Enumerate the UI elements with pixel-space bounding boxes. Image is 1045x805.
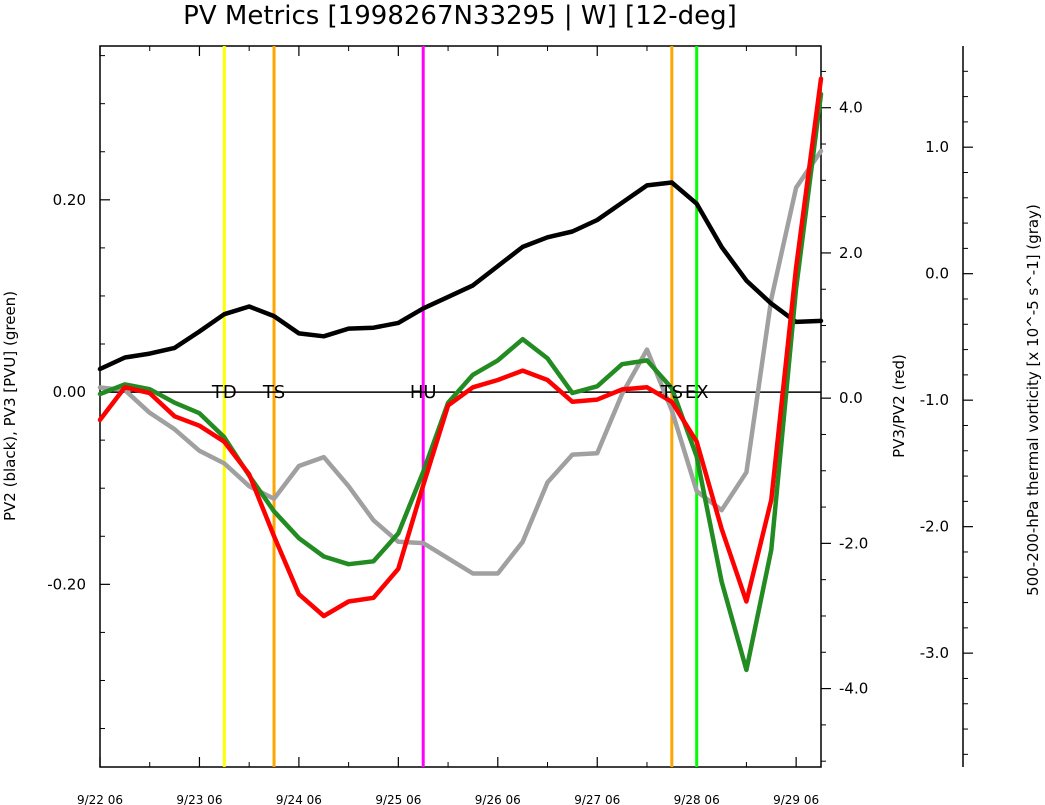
x-tick-label: 9/26 06 <box>475 793 521 805</box>
right-axis-2-label: 500-200-hPa thermal vorticity [x 10^-5 s… <box>1024 204 1042 596</box>
right-axis-1-tick-label: -2.0 <box>839 534 868 552</box>
right-axis-1-tick-label: 4.0 <box>839 99 863 117</box>
right-axis-2-tick-label: 0.0 <box>925 265 949 283</box>
right-axis-1-label: PV3/PV2 (red) <box>890 354 908 458</box>
chart-title: PV Metrics [1998267N33295 | W] [12-deg] <box>183 1 737 31</box>
right-axis-1-tick-label: 0.0 <box>839 389 863 407</box>
x-tick-label: 9/23 06 <box>176 793 222 805</box>
stage-marker-label: TD <box>211 382 237 403</box>
left-axis-tick-label: 0.20 <box>53 191 86 209</box>
thermal-vorticity-series-line <box>97 148 824 576</box>
x-tick-label: 9/29 06 <box>773 793 819 805</box>
right-axis-2-tick-label: -1.0 <box>920 391 949 409</box>
right-axis-2-tick-label: -3.0 <box>920 644 949 662</box>
left-axis-label: PV2 (black), PV3 [PVU] (green) <box>1 291 19 521</box>
plot-frame <box>99 45 822 768</box>
right-axis-1-tick-label: -4.0 <box>839 680 868 698</box>
stage-marker-label: EX <box>685 382 709 403</box>
left-axis-tick-label: -0.20 <box>47 575 86 593</box>
x-tick-label: 9/27 06 <box>574 793 620 805</box>
stage-marker-label: TS <box>660 382 683 403</box>
x-tick-label: 9/28 06 <box>674 793 720 805</box>
x-tick-label: 9/24 06 <box>276 793 322 805</box>
plot-area: 9/22 06 9/23 06 9/24 06 9/25 06 9/26 06 9/27 … <box>47 45 973 805</box>
right-axis-1-tick-label: 2.0 <box>839 244 863 262</box>
pv3-series-line <box>97 91 824 673</box>
pv-ratio-series-line <box>97 76 824 619</box>
x-tick-label: 9/22 06 <box>77 793 123 805</box>
right-axis-2-tick-label: 1.0 <box>925 138 949 156</box>
stage-marker-label: TS <box>262 382 285 403</box>
stage-marker-label: HU <box>410 382 437 403</box>
left-axis-tick-label: 0.00 <box>53 383 86 401</box>
pv2-series-line <box>97 180 824 372</box>
x-tick-label: 9/25 06 <box>375 793 421 805</box>
right-axis-2-tick-label: -2.0 <box>920 518 949 536</box>
